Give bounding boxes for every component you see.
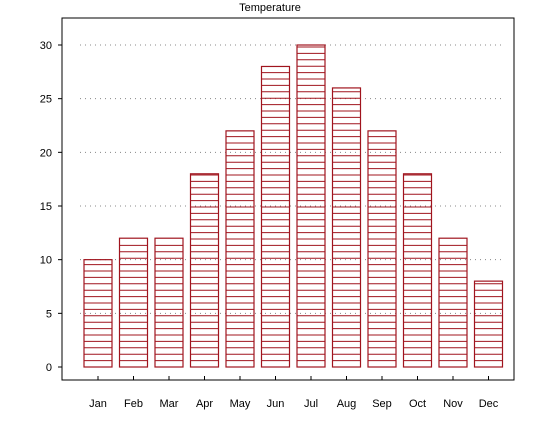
x-axis-ticks: Jan Feb Mar Apr May Jun Jul Aug Sep Oct Nov Dec [89, 376, 499, 410]
grid-lines [80, 44, 504, 314]
y-tick-label: 5 [46, 308, 52, 320]
x-tick-label: Jun [267, 398, 285, 410]
bar-sep [367, 130, 397, 368]
bar-aug [331, 87, 362, 368]
bar-outline [83, 259, 113, 368]
bar-outline [367, 130, 397, 368]
y-axis-ticks: 0 5 10 15 20 25 30 [40, 40, 62, 374]
bar-jun [260, 65, 291, 368]
bar-outline [296, 44, 326, 368]
x-tick-label: Feb [124, 398, 143, 410]
bar-oct [402, 173, 433, 368]
y-tick-label: 0 [46, 362, 52, 374]
bar-apr [189, 173, 220, 368]
chart-title: Temperature [239, 2, 301, 14]
y-tick-label: 30 [40, 40, 52, 52]
y-tick-label: 15 [40, 201, 52, 213]
bar-jul [296, 44, 326, 368]
bar-outline [473, 280, 504, 368]
x-tick-label: Dec [479, 398, 499, 410]
bar-feb [118, 237, 149, 368]
y-tick-label: 25 [40, 94, 52, 106]
x-tick-label: Nov [443, 398, 463, 410]
x-tick-label: Oct [409, 398, 426, 410]
bar-mar [154, 237, 184, 368]
bar-outline [189, 173, 220, 368]
x-tick-label: Sep [372, 398, 392, 410]
plot-frame [61, 17, 515, 381]
x-tick-label: Jan [89, 398, 107, 410]
bar-may [225, 130, 255, 368]
bar-nov [438, 237, 468, 368]
x-tick-label: Mar [160, 398, 179, 410]
x-tick-label: Jul [304, 398, 318, 410]
bar-jan [83, 259, 113, 368]
y-tick-label: 20 [40, 147, 52, 159]
y-tick-label: 10 [40, 255, 52, 267]
x-tick-label: Aug [337, 398, 357, 410]
bar-outline [225, 130, 255, 368]
bars [83, 44, 504, 368]
x-tick-label: Apr [196, 398, 213, 410]
x-tick-label: May [230, 398, 251, 410]
bar-dec [473, 280, 504, 368]
bar-outline [331, 87, 362, 368]
bar-outline [260, 65, 291, 368]
bar-outline [402, 173, 433, 368]
